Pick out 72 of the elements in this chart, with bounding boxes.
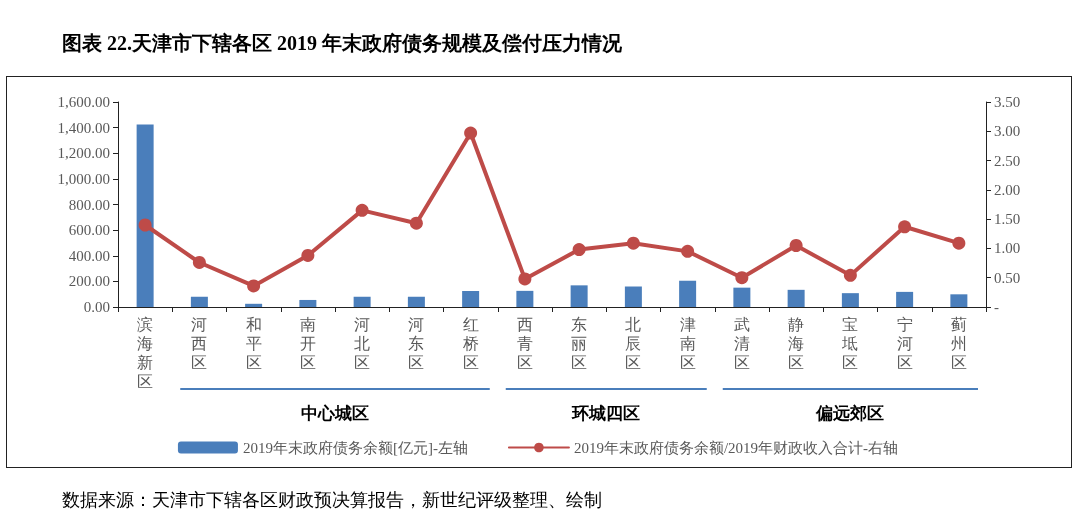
x-tick-label: 河东区 — [408, 316, 425, 371]
point — [572, 243, 586, 257]
point — [409, 216, 423, 230]
text: 偏远郊区 — [815, 403, 885, 423]
point — [681, 244, 695, 258]
point — [247, 279, 261, 293]
y-tick-label: 0.00 — [83, 299, 110, 315]
y2-tick-label: - — [994, 299, 999, 315]
x-tick-label: 东丽区 — [571, 316, 588, 371]
y-tick-label: 600.00 — [68, 222, 110, 239]
bar — [245, 303, 263, 307]
point — [518, 272, 532, 286]
point — [952, 236, 966, 250]
point — [626, 236, 640, 250]
y2-tick-label: 3.50 — [994, 94, 1021, 110]
bar — [679, 280, 697, 307]
bar — [407, 296, 425, 307]
y-tick-label: 400.00 — [68, 247, 110, 264]
source-note: 数据来源：天津市下辖各区财政预决算报告，新世纪评级整理、绘制 — [62, 489, 602, 512]
x-tick-label: 宁河区 — [896, 316, 913, 371]
y2-tick-label: 1.50 — [994, 211, 1021, 228]
point — [898, 220, 912, 234]
x-tick-label: 和平区 — [245, 316, 262, 371]
x-tick-label: 西青区 — [516, 316, 533, 371]
x-tick-label: 红桥区 — [461, 316, 479, 371]
point — [192, 255, 206, 269]
bar — [841, 293, 859, 307]
x-tick-label: 宝坻区 — [841, 316, 859, 371]
bar — [570, 285, 588, 307]
x-tick-label: 静海区 — [788, 316, 805, 371]
x-tick-label: 津南区 — [679, 316, 696, 371]
x-tick-label: 南开区 — [299, 316, 316, 371]
point — [735, 271, 749, 285]
text: 环城四区 — [571, 403, 641, 423]
bar — [733, 287, 751, 307]
y-tick-label: 1,000.00 — [57, 170, 110, 187]
x-tick-label: 滨海新区 — [137, 316, 154, 390]
bar — [353, 296, 371, 307]
y2-tick-label: 1.00 — [994, 240, 1021, 257]
point — [464, 126, 478, 140]
y-tick-label: 1,200.00 — [57, 145, 110, 162]
chart-title: 图表 22.天津市下辖各区 2019 年末政府债务规模及偿付压力情况 — [62, 31, 622, 56]
bar — [190, 296, 208, 307]
point — [789, 239, 803, 252]
point — [355, 203, 369, 217]
x-tick-label: 武清区 — [733, 316, 750, 371]
y2-tick-label: 2.00 — [994, 181, 1021, 198]
text: 中心城区 — [301, 403, 369, 423]
y-tick-label: 1,400.00 — [57, 119, 110, 136]
y2-tick-label: 2.50 — [994, 152, 1021, 169]
bar — [462, 290, 480, 307]
y2-tick-label: 0.50 — [994, 269, 1021, 286]
bar — [624, 286, 642, 307]
bar — [516, 290, 534, 307]
y-tick-label: 1,600.00 — [57, 94, 110, 110]
bar — [950, 294, 968, 307]
y2-tick-label: 3.00 — [994, 123, 1021, 140]
legend-label: 2019年末政府债务余额/2019年财政收入合计-右轴 — [573, 439, 899, 456]
x-tick-label: 河北区 — [354, 316, 371, 371]
x-tick-label: 河西区 — [191, 316, 208, 371]
x-tick-label: 蓟州区 — [950, 316, 967, 371]
bar — [299, 299, 317, 307]
point — [843, 268, 857, 282]
point — [138, 218, 152, 232]
bar — [896, 291, 914, 307]
x-tick-label: 北辰区 — [625, 316, 642, 371]
bar — [136, 124, 154, 307]
y-tick-label: 800.00 — [68, 196, 110, 213]
legend-label: 2019年末政府债务余额[亿元]-左轴 — [242, 439, 468, 456]
y-tick-label: 200.00 — [68, 273, 110, 290]
bar — [787, 289, 805, 307]
point — [301, 248, 315, 262]
